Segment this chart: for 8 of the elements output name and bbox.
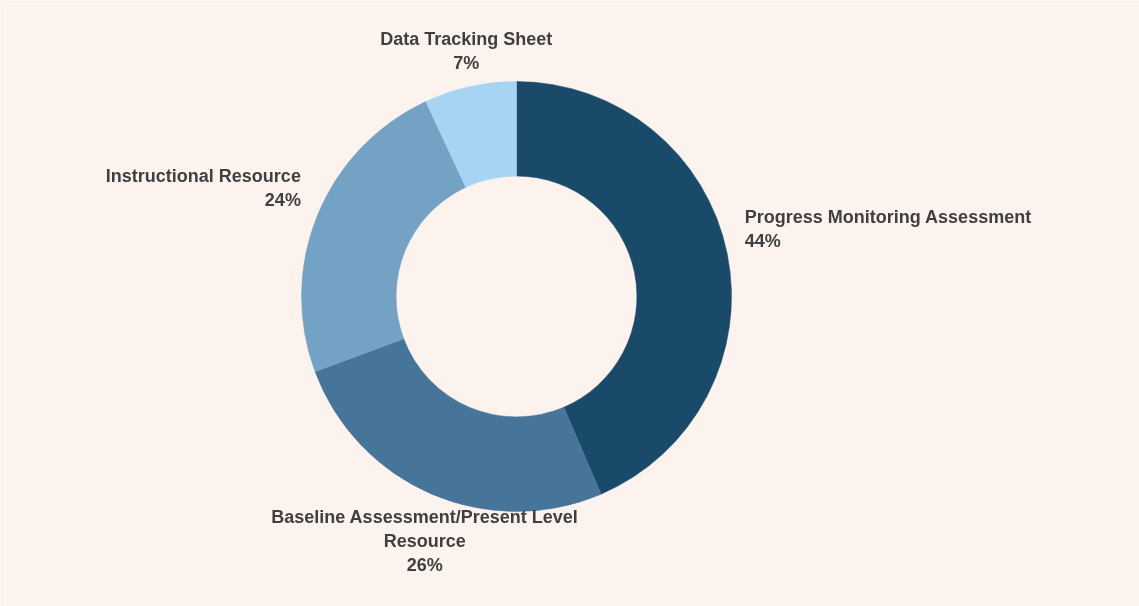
data-label: 26% bbox=[406, 555, 443, 576]
slice-label: Baseline Assessment/Present Level Resource bbox=[271, 507, 578, 552]
data-label: 44% bbox=[744, 230, 781, 251]
data-label: 7% bbox=[453, 52, 480, 73]
slice-label: Data Tracking Sheet bbox=[380, 28, 553, 49]
slice-label: Instructional Resource bbox=[105, 165, 301, 186]
data-label: 24% bbox=[264, 189, 301, 210]
slice-label: Progress Monitoring Assessment bbox=[744, 206, 1032, 227]
